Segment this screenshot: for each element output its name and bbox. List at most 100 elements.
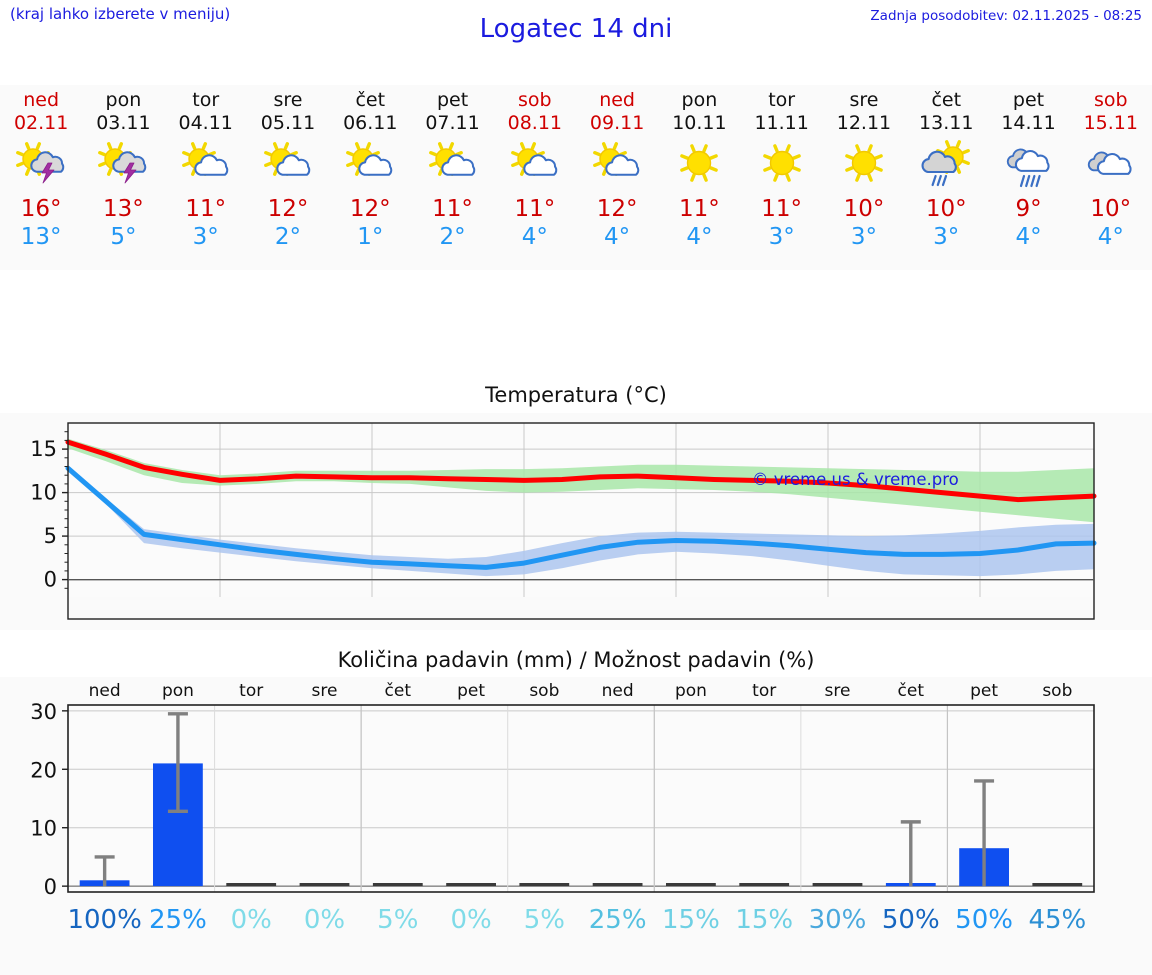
day-of-week: sre	[273, 89, 303, 111]
day-column[interactable]: tor 04.11 11° 3°	[165, 85, 247, 270]
day-of-week: sob	[518, 89, 552, 111]
svg-text:0%: 0%	[450, 905, 491, 935]
day-column[interactable]: sob 08.11 11° 4°	[494, 85, 576, 270]
last-updated: Zadnja posodobitev: 02.11.2025 - 08:25	[870, 8, 1142, 24]
day-date: 08.11	[507, 112, 563, 134]
svg-text:čet: čet	[898, 681, 925, 701]
day-date: 09.11	[589, 112, 645, 134]
day-date: 07.11	[425, 112, 480, 134]
temp-low: 4°	[1097, 224, 1124, 250]
day-column[interactable]: pon 10.11 11° 4°	[658, 85, 740, 270]
day-column[interactable]: sre 12.11 10° 3°	[823, 85, 905, 270]
day-column[interactable]: pet 07.11 11° 2°	[411, 85, 493, 270]
day-column[interactable]: pet 14.11 9° 4°	[987, 85, 1069, 270]
day-column[interactable]: sre 05.11 12° 2°	[247, 85, 329, 270]
day-of-week: ned	[23, 89, 60, 111]
sun-cloud-icon	[339, 137, 401, 191]
svg-text:ned: ned	[602, 681, 634, 701]
temp-high: 9°	[1015, 196, 1042, 222]
sun-cloud-icon	[422, 137, 484, 191]
sun-icon	[668, 137, 730, 191]
temp-low: 4°	[521, 224, 548, 250]
day-of-week: tor	[768, 89, 796, 111]
day-date: 13.11	[919, 112, 974, 134]
svg-text:30%: 30%	[809, 905, 867, 935]
day-date: 11.11	[754, 112, 809, 134]
temp-low: 3°	[192, 224, 219, 250]
svg-text:5%: 5%	[377, 905, 418, 935]
svg-text:sob: sob	[529, 681, 559, 701]
page-title: Logatec 14 dni	[479, 14, 673, 44]
svg-text:tor: tor	[752, 681, 776, 701]
temp-high: 11°	[761, 196, 803, 222]
sun-icon	[751, 137, 813, 191]
temperature-chart-title: Temperatura (°C)	[0, 380, 1152, 413]
day-of-week: sre	[849, 89, 879, 111]
day-column[interactable]: ned 02.11 16° 13°	[0, 85, 82, 270]
day-date: 02.11	[13, 112, 69, 134]
sun-cloud-icon	[586, 137, 648, 191]
day-of-week: pon	[105, 89, 142, 111]
svg-text:tor: tor	[239, 681, 263, 701]
cloud-icon	[1080, 137, 1142, 191]
temp-high: 11°	[679, 196, 720, 222]
svg-text:0%: 0%	[304, 905, 345, 935]
sun-cloud-thunder-icon	[92, 137, 154, 191]
temp-low: 4°	[1015, 224, 1042, 250]
day-date: 10.11	[672, 112, 727, 134]
svg-text:50%: 50%	[882, 905, 940, 935]
day-of-week: ned	[599, 89, 635, 111]
temp-high: 10°	[843, 196, 885, 222]
temp-low: 2°	[439, 224, 466, 250]
svg-text:čet: čet	[385, 681, 412, 701]
page-header: (kraj lahko izberete v meniju) Logatec 1…	[0, 0, 1152, 62]
day-column[interactable]: čet 06.11 12° 1°	[329, 85, 411, 270]
svg-text:pet: pet	[457, 681, 485, 701]
cloud-rain-icon	[998, 137, 1060, 191]
svg-text:20: 20	[30, 758, 57, 782]
svg-text:10: 10	[30, 817, 57, 841]
temp-high: 11°	[514, 196, 556, 222]
menu-hint: (kraj lahko izberete v meniju)	[10, 5, 231, 23]
day-date: 04.11	[178, 112, 233, 134]
temperature-chart: 0 5 10 15 © vreme.us & vreme.pro	[30, 422, 1097, 620]
temp-low: 4°	[686, 224, 713, 250]
day-date: 15.11	[1083, 112, 1138, 134]
day-column[interactable]: sob 15.11 10° 4°	[1070, 85, 1152, 270]
day-date: 03.11	[96, 112, 151, 134]
temp-low: 1°	[357, 224, 384, 250]
sun-cloud-rain-icon	[915, 137, 977, 191]
temp-high: 11°	[432, 196, 473, 222]
temp-high: 12°	[349, 196, 391, 222]
temp-low: 4°	[604, 224, 631, 250]
temp-low: 13°	[20, 224, 62, 250]
day-of-week: pet	[436, 89, 469, 111]
day-date: 12.11	[836, 112, 892, 134]
day-of-week: čet	[931, 89, 962, 111]
svg-text:sob: sob	[1042, 681, 1072, 701]
temp-low: 2°	[274, 224, 302, 250]
svg-text:pet: pet	[970, 681, 998, 701]
svg-text:pon: pon	[162, 681, 194, 701]
day-column[interactable]: pon 03.11 13° 5°	[82, 85, 164, 270]
svg-text:sre: sre	[825, 681, 851, 701]
daily-forecast-strip: ned 02.11 16° 13° pon 03.11 13° 5° tor 04.11 11…	[0, 85, 1152, 270]
svg-text:15%: 15%	[735, 905, 793, 935]
sun-cloud-icon	[257, 137, 319, 191]
day-of-week: tor	[192, 89, 220, 111]
temp-high: 13°	[103, 196, 144, 222]
temp-high: 10°	[1090, 196, 1132, 222]
svg-text:5%: 5%	[524, 905, 565, 935]
day-column[interactable]: čet 13.11 10° 3°	[905, 85, 987, 270]
svg-text:25%: 25%	[589, 905, 647, 935]
day-column[interactable]: ned 09.11 12° 4°	[576, 85, 658, 270]
day-date: 06.11	[343, 112, 398, 134]
svg-text:100%: 100%	[67, 905, 141, 935]
temp-high: 12°	[596, 196, 638, 222]
svg-text:sre: sre	[312, 681, 338, 701]
svg-text:© vreme.us & vreme.pro: © vreme.us & vreme.pro	[752, 470, 959, 489]
temp-high: 10°	[925, 196, 967, 222]
day-column[interactable]: tor 11.11 11° 3°	[741, 85, 823, 270]
svg-text:15: 15	[30, 437, 57, 461]
day-date: 14.11	[1001, 112, 1056, 134]
